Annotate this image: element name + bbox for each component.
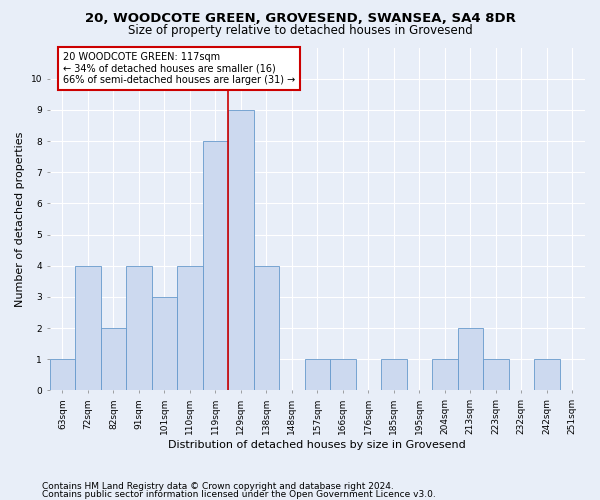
Bar [75,266,101,390]
Bar [432,360,458,390]
Bar [126,266,152,390]
Text: 20 WOODCOTE GREEN: 117sqm
← 34% of detached houses are smaller (16)
66% of semi-: 20 WOODCOTE GREEN: 117sqm ← 34% of detac… [63,52,295,86]
Bar [101,328,126,390]
Bar [228,110,254,390]
Text: Contains public sector information licensed under the Open Government Licence v3: Contains public sector information licen… [42,490,436,499]
Text: Size of property relative to detached houses in Grovesend: Size of property relative to detached ho… [128,24,472,37]
Bar [483,360,509,390]
Bar [50,360,75,390]
Bar [330,360,356,390]
Y-axis label: Number of detached properties: Number of detached properties [15,132,25,306]
Bar [305,360,330,390]
Text: Contains HM Land Registry data © Crown copyright and database right 2024.: Contains HM Land Registry data © Crown c… [42,482,394,491]
Bar [534,360,560,390]
Text: 20, WOODCOTE GREEN, GROVESEND, SWANSEA, SA4 8DR: 20, WOODCOTE GREEN, GROVESEND, SWANSEA, … [85,12,515,26]
Bar [152,297,177,390]
Bar [381,360,407,390]
Bar [203,141,228,390]
Bar [177,266,203,390]
Bar [458,328,483,390]
Bar [254,266,279,390]
X-axis label: Distribution of detached houses by size in Grovesend: Distribution of detached houses by size … [169,440,466,450]
